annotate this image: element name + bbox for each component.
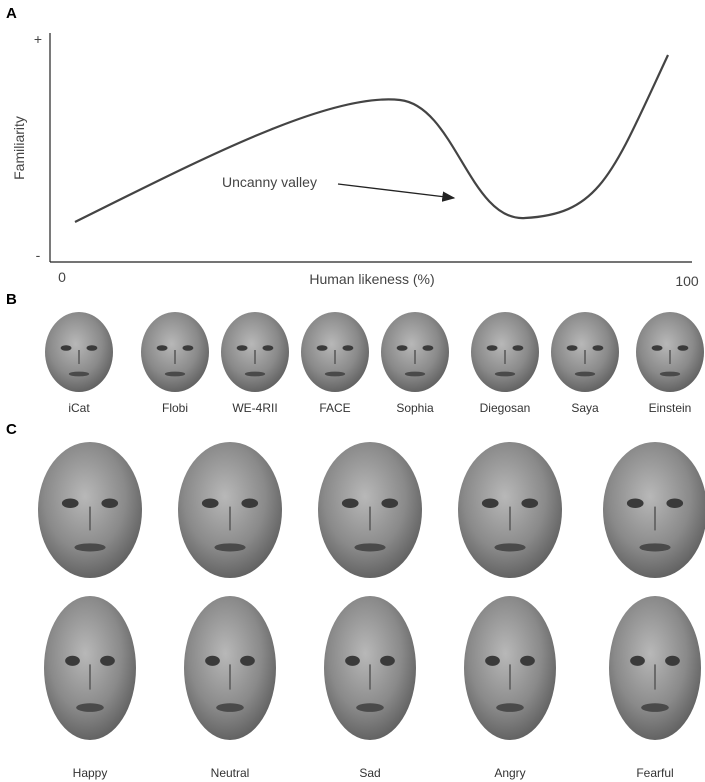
face-eye — [182, 345, 193, 351]
face-eye — [512, 345, 523, 351]
face-eye — [241, 498, 258, 508]
emotion-name: Neutral — [211, 766, 250, 780]
curve — [75, 55, 668, 222]
panel-label: C — [6, 421, 17, 438]
emotion-name: Angry — [494, 766, 525, 780]
robot-name: WE-4RII — [232, 401, 277, 415]
face-eye — [677, 345, 688, 351]
robot-name: Einstein — [649, 401, 692, 415]
face-mouth — [74, 543, 105, 551]
y-top-label: + — [34, 31, 42, 47]
face-eye — [342, 498, 359, 508]
face-mouth — [216, 703, 244, 712]
face-eye — [520, 656, 535, 666]
face-mouth — [495, 372, 515, 377]
face-eye — [205, 656, 220, 666]
face-mouth — [165, 372, 185, 377]
face-eye — [262, 345, 273, 351]
face-eye — [61, 345, 72, 351]
arrow — [338, 184, 454, 198]
face-eye — [521, 498, 538, 508]
emotion-name: Happy — [73, 766, 108, 780]
face-eye — [62, 498, 79, 508]
y-axis-label: Familiarity — [11, 116, 27, 180]
face-eye — [381, 498, 398, 508]
face-mouth — [354, 543, 385, 551]
x-axis-label: Human likeness (%) — [309, 271, 434, 287]
face-mouth — [356, 703, 384, 712]
emotion-name: Fearful — [636, 766, 673, 780]
x-start-label: 0 — [58, 269, 66, 285]
face-mouth — [245, 372, 265, 377]
face-eye — [65, 656, 80, 666]
face-eye — [652, 345, 663, 351]
robot-name: iCat — [68, 401, 90, 415]
face-eye — [86, 345, 97, 351]
face-eye — [342, 345, 353, 351]
face-eye — [101, 498, 118, 508]
face-eye — [397, 345, 408, 351]
face-eye — [100, 656, 115, 666]
face-eye — [422, 345, 433, 351]
face-mouth — [575, 372, 595, 377]
robot-name: Diegosan — [480, 401, 531, 415]
face-eye — [380, 656, 395, 666]
panel-label: A — [6, 5, 17, 22]
face-eye — [157, 345, 168, 351]
x-end-label: 100 — [675, 273, 699, 289]
robot-name: Flobi — [162, 401, 188, 415]
face-eye — [627, 498, 644, 508]
figure: A + - Familiarity 0 Human likeness (%) 1… — [0, 0, 705, 782]
face-eye — [317, 345, 328, 351]
face-mouth — [494, 543, 525, 551]
face-eye — [240, 656, 255, 666]
face-eye — [487, 345, 498, 351]
face-mouth — [69, 372, 89, 377]
face-mouth — [639, 543, 670, 551]
face-mouth — [496, 703, 524, 712]
emotion-name: Sad — [359, 766, 380, 780]
face-mouth — [325, 372, 345, 377]
robot-name: FACE — [319, 401, 350, 415]
face-mouth — [405, 372, 425, 377]
face-eye — [630, 656, 645, 666]
face-mouth — [641, 703, 669, 712]
face-eye — [202, 498, 219, 508]
robot-name: Sophia — [396, 401, 434, 415]
face-eye — [567, 345, 578, 351]
annotation: Uncanny valley — [222, 174, 317, 190]
panel-label: B — [6, 291, 17, 308]
face-eye — [482, 498, 499, 508]
face-mouth — [214, 543, 245, 551]
y-bottom-label: - — [36, 247, 41, 263]
face-eye — [665, 656, 680, 666]
face-mouth — [76, 703, 104, 712]
robot-name: Saya — [571, 401, 599, 415]
face-eye — [237, 345, 248, 351]
face-mouth — [660, 372, 680, 377]
face-eye — [592, 345, 603, 351]
face-eye — [666, 498, 683, 508]
face-eye — [485, 656, 500, 666]
face-eye — [345, 656, 360, 666]
